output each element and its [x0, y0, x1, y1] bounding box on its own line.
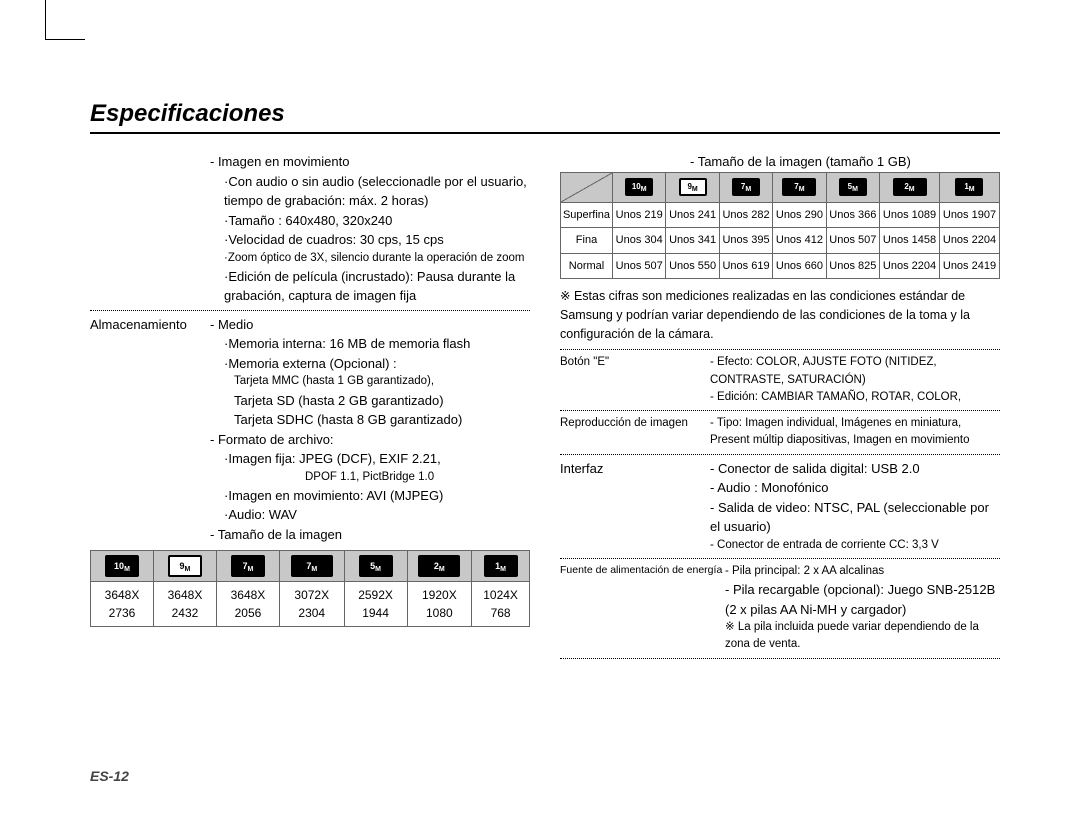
storage-medio: - Medio — [210, 315, 530, 335]
table-row: 3648X 2736 3648X 2432 3648X 2056 3072X 2… — [91, 582, 530, 627]
movie-heading: - Imagen en movimiento — [210, 152, 530, 172]
badge-1m: 1M — [472, 551, 530, 582]
image-size-table: 10M 9M 7M 7M 5M 2M 1M 3648X 2736 3648X 2… — [90, 550, 530, 627]
repro-line: - Tipo: Imagen individual, Imágenes en m… — [710, 415, 1000, 450]
badge-7m: 7M — [719, 172, 772, 202]
badge-5m: 5M — [344, 551, 407, 582]
fuente-line: - Pila principal: 2 x AA alcalinas — [725, 563, 1000, 580]
table-row: Superfina Unos 219Unos 241Unos 282Unos 2… — [561, 202, 1000, 228]
table-row: Fina Unos 304Unos 341Unos 395Unos 412Uno… — [561, 228, 1000, 254]
boton-e-line: - Edición: CAMBIAR TAMAÑO, ROTAR, COLOR, — [710, 389, 1000, 406]
badge-7m: 7M — [216, 551, 279, 582]
separator — [560, 454, 1000, 455]
interfaz-line: - Salida de video: NTSC, PAL (selecciona… — [710, 498, 1000, 537]
movie-line: ·Edición de película (incrustado): Pausa… — [210, 267, 530, 306]
storage-sd: Tarjeta SD (hasta 2 GB garantizado) — [210, 391, 530, 411]
capacity-note: ※ Estas cifras son mediciones realizadas… — [560, 287, 1000, 343]
badge-9m: 9M — [666, 172, 719, 202]
storage-label: Almacenamiento — [90, 315, 210, 545]
capacity-heading: - Tamaño de la imagen (tamaño 1 GB) — [560, 152, 1000, 172]
badge-7m-wide: 7M — [279, 551, 344, 582]
storage-line: ·Memoria interna: 16 MB de memoria flash — [210, 334, 530, 354]
separator — [560, 658, 1000, 659]
left-column: - Imagen en movimiento ·Con audio o sin … — [90, 152, 530, 663]
badge-5m: 5M — [826, 172, 879, 202]
repro-label: Reproducción de imagen — [560, 415, 710, 450]
movie-line: ·Velocidad de cuadros: 30 cps, 15 cps — [210, 230, 530, 250]
separator — [560, 349, 1000, 350]
movie-line: ·Con audio o sin audio (seleccionadle po… — [210, 172, 530, 211]
boton-e-line: - Efecto: COLOR, AJUSTE FOTO (NITIDEZ, C… — [710, 354, 1000, 389]
storage-dpof: DPOF 1.1, PictBridge 1.0 — [210, 469, 530, 486]
storage-line: ·Memoria externa (Opcional) : — [210, 354, 530, 374]
table-row: Normal Unos 507Unos 550Unos 619Unos 660U… — [561, 253, 1000, 279]
badge-9m: 9M — [153, 551, 216, 582]
interfaz-label: Interfaz — [560, 459, 710, 554]
fuente-line: ※ La pila incluida puede variar dependie… — [725, 619, 1000, 654]
badge-7m-wide: 7M — [773, 172, 826, 202]
storage-formato: - Formato de archivo: — [210, 430, 530, 450]
separator — [560, 410, 1000, 411]
badge-2m: 2M — [407, 551, 472, 582]
page-number: ES-12 — [90, 768, 129, 784]
badge-10m: 10M — [613, 172, 666, 202]
storage-sdhc: Tarjeta SDHC (hasta 8 GB garantizado) — [210, 410, 530, 430]
right-column: - Tamaño de la imagen (tamaño 1 GB) 10M … — [560, 152, 1000, 663]
movie-line: ·Zoom óptico de 3X, silencio durante la … — [210, 250, 530, 267]
separator — [90, 310, 530, 311]
separator — [560, 558, 1000, 559]
badge-10m: 10M — [91, 551, 154, 582]
fuente-line: - Pila recargable (opcional): Juego SNB-… — [725, 580, 1000, 619]
movie-line: ·Tamaño : 640x480, 320x240 — [210, 211, 530, 231]
storage-avi: ·Imagen en movimiento: AVI (MJPEG) — [210, 486, 530, 506]
interfaz-line: - Audio : Monofónico — [710, 478, 1000, 498]
badge-2m: 2M — [880, 172, 940, 202]
page-title: Especificaciones — [90, 100, 1000, 134]
capacity-table: 10M 9M 7M 7M 5M 2M 1M Superfina Unos 219… — [560, 172, 1000, 280]
interfaz-line: - Conector de salida digital: USB 2.0 — [710, 459, 1000, 479]
fuente-label: Fuente de alimentación de energía — [560, 563, 725, 654]
boton-e-label: Botón "E" — [560, 354, 710, 406]
badge-1m: 1M — [939, 172, 999, 202]
storage-wav: ·Audio: WAV — [210, 505, 530, 525]
storage-tam: - Tamaño de la imagen — [210, 525, 530, 545]
interfaz-line: - Conector de entrada de corriente CC: 3… — [710, 537, 1000, 554]
storage-mmc: Tarjeta MMC (hasta 1 GB garantizado), — [210, 373, 530, 390]
storage-jpeg: ·Imagen fija: JPEG (DCF), EXIF 2.21, — [210, 449, 530, 469]
